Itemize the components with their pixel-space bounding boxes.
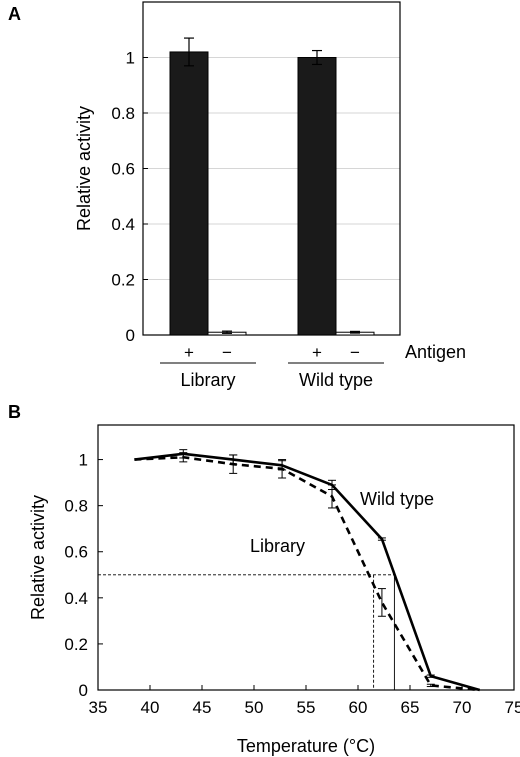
bar-sign-label: +: [184, 343, 194, 362]
panel-b-y-tick-label: 0.8: [64, 497, 88, 516]
panel-a-bars: [169, 37, 375, 336]
series-line-wild-type: [134, 452, 481, 692]
panel-b-x-axis-label: Temperature (°C): [237, 736, 375, 756]
panel-b-x-tick-label: 35: [89, 698, 108, 717]
group-label: Library: [180, 370, 235, 390]
panel-b-y-tick-label: 0: [79, 681, 88, 700]
panel-a-y-tick-label: 0.6: [111, 160, 135, 179]
panel-b-x-tick-label: 60: [349, 698, 368, 717]
panel-a-y-tick-label: 1: [126, 49, 135, 68]
panel-b-series: [134, 449, 481, 692]
bar: [169, 51, 209, 336]
panel-a-y-ticks: 0 0.2 0.4 0.6 0.8 1: [111, 49, 148, 345]
panel-a-antigen-label: Antigen: [405, 342, 466, 362]
panel-b-chart: 0 0.2 0.4 0.6 0.8 1 35 40 45 50 55 60 65 70 75 Relati…: [28, 424, 520, 756]
panel-b-x-tick-label: 50: [245, 698, 264, 717]
panel-a-y-tick-label: 0.2: [111, 271, 135, 290]
panel-a-y-axis-label: Relative activity: [74, 106, 94, 231]
panel-b-y-tick-label: 0.4: [64, 589, 88, 608]
bar-sign-label: −: [222, 343, 232, 362]
panel-b-y-axis-label: Relative activity: [28, 495, 48, 620]
bar-sign-label: −: [350, 343, 360, 362]
panel-b-plot-frame: [97, 424, 515, 691]
panel-b-x-tick-label: 55: [297, 698, 316, 717]
panel-a-label: A: [8, 4, 21, 24]
panel-b-y-tick-label: 0.6: [64, 543, 88, 562]
panel-a-y-tick-label: 0.4: [111, 215, 135, 234]
bar-sign-label: +: [312, 343, 322, 362]
series-label-library: Library: [250, 536, 305, 556]
panel-a-y-tick-label: 0: [126, 326, 135, 345]
panel-b-label: B: [8, 402, 21, 422]
bar: [297, 57, 337, 336]
panel-b-x-tick-label: 45: [193, 698, 212, 717]
panel-b-x-tick-label: 65: [401, 698, 420, 717]
panel-b-x-tick-label: 70: [453, 698, 472, 717]
panel-b-x-ticks: 35 40 45 50 55 60 65 70 75: [89, 685, 520, 717]
panel-a-chart: 0 0.2 0.4 0.6 0.8 1 + − Library + − Wild type Rela…: [74, 1, 466, 390]
panel-b-y-tick-label: 0.2: [64, 635, 88, 654]
panel-b-x-tick-label: 40: [141, 698, 160, 717]
panel-b-x-tick-label: 75: [505, 698, 520, 717]
panel-b-y-tick-label: 1: [79, 451, 88, 470]
panel-b-half-activity-guides: [98, 574, 395, 690]
group-label: Wild type: [299, 370, 373, 390]
series-line-library: [134, 455, 480, 692]
series-label-wild-type: Wild type: [360, 489, 434, 509]
panel-b-y-ticks: 0 0.2 0.4 0.6 0.8 1: [64, 451, 103, 700]
panel-a-y-tick-label: 0.8: [111, 104, 135, 123]
panel-a-group-labels: + − Library + − Wild type: [160, 343, 384, 390]
